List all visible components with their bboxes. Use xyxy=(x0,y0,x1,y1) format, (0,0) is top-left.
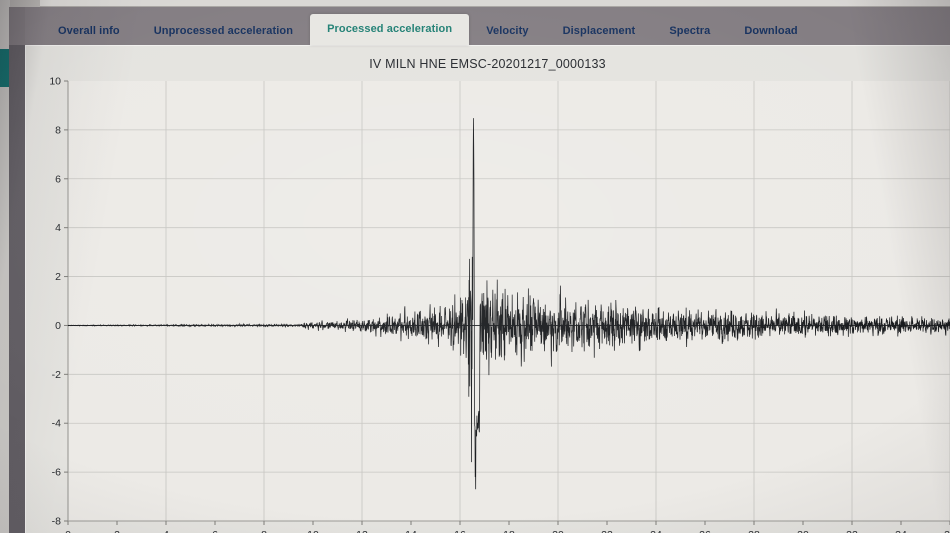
y-tick-label: 0 xyxy=(55,320,61,332)
y-tick-label: 2 xyxy=(55,271,61,283)
x-tick-label: 36 xyxy=(944,529,950,533)
y-tick-label: -2 xyxy=(52,369,61,381)
y-tick-label: 4 xyxy=(55,222,61,234)
tab-download[interactable]: Download xyxy=(744,25,798,37)
tab-velocity[interactable]: Velocity xyxy=(486,25,529,37)
x-tick-label: 12 xyxy=(356,529,368,533)
chart-title: IV MILN HNE EMSC-20201217_0000133 xyxy=(369,57,606,71)
tab-bar: Overall info Unprocessed acceleration Proc… xyxy=(9,7,950,45)
x-tick-label: 30 xyxy=(797,529,809,533)
chart-area: Acceleration [cm/s^2] -8-6-4-20246810024… xyxy=(25,45,950,533)
tab-unprocessed-acceleration[interactable]: Unprocessed acceleration xyxy=(153,25,294,37)
y-tick-label: 8 xyxy=(55,124,61,136)
x-tick-label: 16 xyxy=(454,529,466,533)
x-tick-label: 20 xyxy=(552,529,564,533)
tab-processed-acceleration[interactable]: Processed acceleration xyxy=(310,14,470,45)
y-tick-label: -6 xyxy=(52,467,61,479)
x-tick-label: 0 xyxy=(65,529,71,533)
x-tick-label: 14 xyxy=(405,529,417,533)
tab-overall-info[interactable]: Overall info xyxy=(58,25,120,37)
x-tick-label: 34 xyxy=(895,529,907,533)
x-tick-label: 28 xyxy=(748,529,760,533)
x-tick-label: 4 xyxy=(163,529,169,533)
x-tick-label: 26 xyxy=(699,529,711,533)
y-tick-label: -8 xyxy=(52,516,61,528)
x-tick-label: 10 xyxy=(307,529,319,533)
left-dark-band xyxy=(9,7,25,533)
x-tick-label: 32 xyxy=(846,529,858,533)
y-tick-label: 6 xyxy=(55,173,61,185)
tab-spectra[interactable]: Spectra xyxy=(669,25,711,37)
window-top-strip xyxy=(40,0,950,7)
teal-accent-marker xyxy=(0,49,9,87)
plot-background xyxy=(68,81,950,521)
seismogram-plot[interactable]: -8-6-4-202468100246810121416182022242628… xyxy=(25,45,950,533)
y-tick-label: 10 xyxy=(49,76,61,88)
left-outer-band xyxy=(0,0,10,533)
x-tick-label: 8 xyxy=(261,529,267,533)
content-panel: IV MILN HNE EMSC-20201217_0000133 Accele… xyxy=(25,45,950,533)
x-tick-label: 24 xyxy=(650,529,662,533)
x-tick-label: 22 xyxy=(601,529,613,533)
tab-list: Overall info Unprocessed acceleration Proc… xyxy=(25,7,950,45)
x-tick-label: 18 xyxy=(503,529,515,533)
x-tick-label: 6 xyxy=(212,529,218,533)
tab-displacement[interactable]: Displacement xyxy=(562,25,636,37)
x-tick-label: 2 xyxy=(114,529,120,533)
acceleration-trace[interactable] xyxy=(67,118,950,490)
y-tick-label: -4 xyxy=(52,418,61,430)
